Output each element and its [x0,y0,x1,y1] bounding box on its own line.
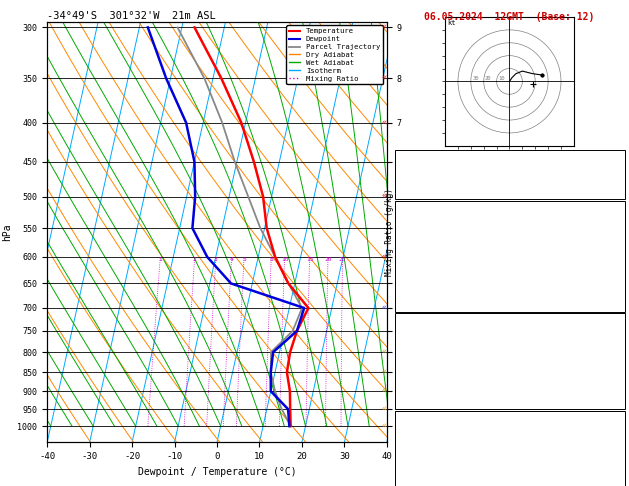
Text: 325: 325 [606,344,622,353]
Text: 20: 20 [485,76,491,81]
Text: CAPE (J): CAPE (J) [398,278,440,287]
Text: 4: 4 [616,262,622,271]
Text: «: « [381,421,386,431]
Text: K: K [398,151,403,160]
Text: «: « [381,23,386,32]
Text: 1: 1 [616,359,622,368]
Text: θₑ (K): θₑ (K) [398,344,430,353]
Text: «: « [381,118,386,127]
Text: «: « [381,74,386,83]
Text: 16: 16 [611,425,622,434]
Text: θₑ(K): θₑ(K) [398,246,425,256]
Text: CIN (J): CIN (J) [398,293,435,302]
Y-axis label: hPa: hPa [2,223,12,241]
Text: Lifted Index: Lifted Index [398,359,462,368]
Text: Dewp (°C): Dewp (°C) [398,231,446,240]
Text: 0: 0 [616,390,622,399]
Text: CAPE (J): CAPE (J) [398,375,440,384]
Text: StmSpd (kt): StmSpd (kt) [398,472,457,481]
Text: 0: 0 [616,293,622,302]
Text: 10: 10 [281,257,288,262]
Text: 321: 321 [606,246,622,256]
Text: 320°: 320° [601,456,622,466]
Y-axis label: km
ASL: km ASL [423,223,439,242]
Text: «: « [381,303,386,312]
Text: 8: 8 [269,257,273,262]
Text: «: « [381,405,386,414]
Text: Mixing Ratio (g/kg): Mixing Ratio (g/kg) [386,188,394,276]
Text: Pressure (mb): Pressure (mb) [398,328,467,337]
Text: 30: 30 [472,76,479,81]
Text: 10: 10 [498,76,504,81]
Text: 44: 44 [611,167,622,176]
Text: 950: 950 [606,328,622,337]
Text: 16.2: 16.2 [601,231,622,240]
Text: 06.05.2024  12GMT  (Base: 12): 06.05.2024 12GMT (Base: 12) [425,12,594,22]
Text: 2: 2 [193,257,196,262]
Text: CIN (J): CIN (J) [398,390,435,399]
Text: 15: 15 [306,257,313,262]
Text: 2.86: 2.86 [601,182,622,191]
Text: 3: 3 [214,257,218,262]
Text: -34°49'S  301°32'W  21m ASL: -34°49'S 301°32'W 21m ASL [47,11,216,21]
Text: 20: 20 [324,257,331,262]
Text: 32: 32 [611,472,622,481]
Text: Hodograph: Hodograph [486,412,534,421]
Text: 1: 1 [159,257,162,262]
Text: kt: kt [448,20,456,26]
Text: 107: 107 [606,441,622,450]
Text: Temp (°C): Temp (°C) [398,215,446,225]
Text: «: « [381,387,386,396]
Text: «: « [381,347,386,357]
Text: Lifted Index: Lifted Index [398,262,462,271]
Text: Surface: Surface [491,202,528,211]
Text: «: « [381,252,386,261]
Text: «: « [381,368,386,377]
X-axis label: Dewpoint / Temperature (°C): Dewpoint / Temperature (°C) [138,467,296,477]
Legend: Temperature, Dewpoint, Parcel Trajectory, Dry Adiabat, Wet Adiabat, Isotherm, Mi: Temperature, Dewpoint, Parcel Trajectory… [286,25,383,85]
Text: 5: 5 [242,257,246,262]
Text: 0: 0 [616,278,622,287]
Text: Most Unstable: Most Unstable [475,315,545,324]
Text: 16.5: 16.5 [601,215,622,225]
Text: 0: 0 [616,375,622,384]
Text: PW (cm): PW (cm) [398,182,435,191]
Text: Totals Totals: Totals Totals [398,167,467,176]
Text: «: « [381,192,386,201]
Text: 19: 19 [611,151,622,160]
Text: EH: EH [398,425,408,434]
Text: 4: 4 [230,257,233,262]
Text: 25: 25 [339,257,347,262]
Text: StmDir: StmDir [398,456,430,466]
Text: SREH: SREH [398,441,419,450]
